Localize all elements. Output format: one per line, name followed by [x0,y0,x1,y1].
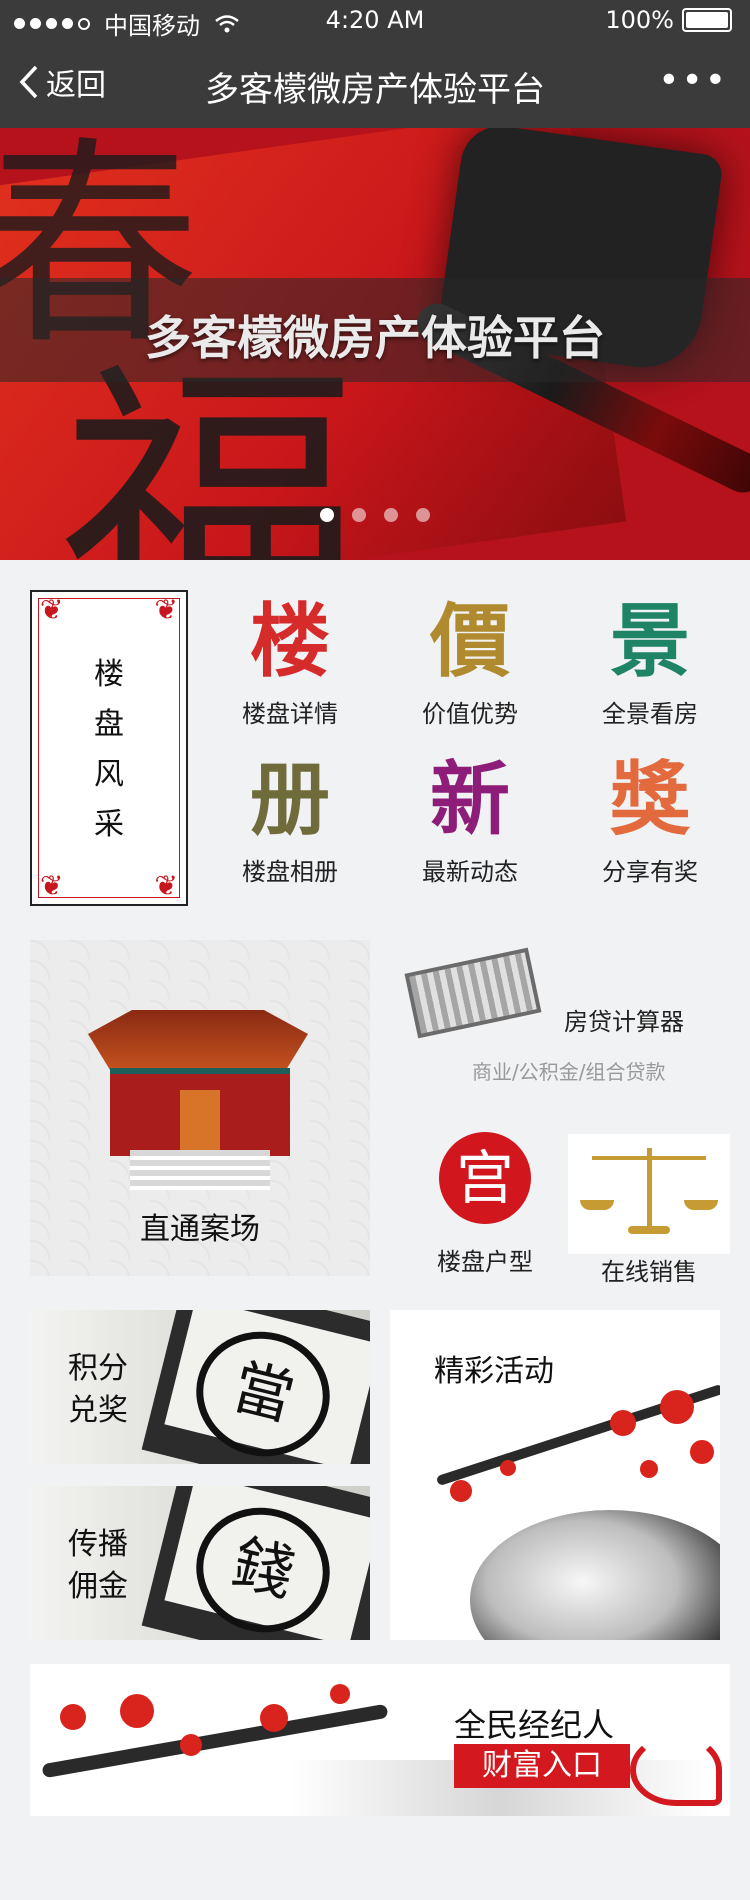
feature-label: 楼盘相册 [242,858,338,886]
feature-value-advantage[interactable]: 價 价值优势 [380,596,560,729]
feature-label: 最新动态 [422,858,518,886]
plum-blossom-icon [120,1694,154,1728]
status-left: 中国移动 [14,6,240,41]
online-sales-label: 在线销售 [601,1258,697,1286]
online-sales-tile[interactable]: 在线销售 [568,1134,730,1286]
calculator-subtitle: 商业/公积金/组合贷款 [472,1060,666,1084]
feature-label: 分享有奖 [602,858,698,886]
referral-banner[interactable]: 全民经纪人 财富入口 [30,1664,730,1816]
events-tile[interactable]: 精彩活动 [390,1310,720,1640]
back-label: 返回 [46,68,106,103]
showcase-char: 风 [94,757,124,792]
temple-roof [88,1010,308,1070]
panorama-seal-icon: 景 [610,594,690,688]
temple-steps [130,1150,270,1190]
reward-seal-icon: 獎 [610,752,690,846]
pager-dot[interactable] [384,508,398,522]
showcase-char: 盘 [94,707,124,742]
banner-caption-strip [0,278,750,382]
property-seal-icon: 楼 [250,594,330,688]
direct-to-site-tile[interactable]: 直通案场 [30,940,370,1276]
album-seal-icon: 册 [250,752,330,846]
property-showcase-card[interactable]: ❦ ❦ ❦ ❦ 楼 盘 风 采 [30,590,188,906]
status-bar: 中国移动 4:20 AM 100% [0,0,750,40]
plum-blossom-icon [260,1704,288,1732]
plum-blossom-icon [450,1480,472,1502]
showcase-char: 楼 [94,657,124,692]
card-border [38,598,180,898]
plum-blossom-icon [640,1460,658,1478]
battery-percent: 100% [605,6,674,34]
feature-label: 楼盘详情 [242,700,338,728]
feature-share-reward[interactable]: 獎 分享有奖 [560,754,740,887]
plum-blossom-icon [500,1460,516,1476]
scales-icon [568,1134,730,1254]
signal-icon [14,17,90,30]
wifi-icon [215,14,239,32]
battery-icon [682,8,732,32]
feature-label: 价值优势 [422,700,518,728]
points-label-line: 积分 [68,1351,128,1386]
plum-blossom-icon [610,1410,636,1436]
clock: 4:20 AM [325,6,425,34]
pager-dot[interactable] [416,508,430,522]
back-button[interactable]: 返回 [18,60,106,104]
events-label: 精彩活动 [434,1354,554,1389]
value-seal-icon: 價 [430,594,510,688]
showcase-char: 采 [94,807,124,842]
points-label-line: 兑奖 [68,1393,128,1428]
banner-pager [0,508,750,522]
red-seal-icon: 宫 [439,1132,531,1224]
status-right: 100% [605,6,732,34]
commission-label-line: 传播 [68,1527,128,1562]
mortgage-calculator-tile[interactable]: 房贷计算器 商业/公积金/组合贷款 [404,947,740,1090]
chevron-left-icon [19,65,38,99]
floor-plan-tile[interactable]: 宫 楼盘户型 [410,1132,560,1276]
commission-label-line: 佣金 [68,1569,128,1604]
ink-mountain-image [470,1510,720,1640]
nav-bar: 返回 多客檬微房产体验平台 ••• [0,40,750,128]
auspicious-cloud-icon [630,1734,722,1806]
pager-dot-active[interactable] [320,508,334,522]
plum-blossom-icon [330,1684,350,1704]
feature-panorama[interactable]: 景 全景看房 [560,596,740,729]
corner-ornament-icon: ❦ [40,593,64,626]
feature-news[interactable]: 新 最新动态 [380,754,560,887]
points-redeem-tile[interactable]: 當 积分 兑奖 [30,1310,370,1464]
plum-blossom-icon [660,1390,694,1424]
points-label: 积分 兑奖 [68,1348,128,1432]
floor-plan-label: 楼盘户型 [437,1248,533,1276]
corner-ornament-icon: ❦ [154,593,178,626]
referral-title: 全民经纪人 [454,1706,615,1744]
feature-property-details[interactable]: 楼 楼盘详情 [200,596,380,729]
commission-tile[interactable]: 錢 传播 佣金 [30,1486,370,1640]
news-seal-icon: 新 [430,752,510,846]
banner-carousel[interactable]: 春 福 多客檬微房产体验平台 [0,128,750,560]
banner-caption: 多客檬微房产体验平台 [145,311,605,365]
carrier-label: 中国移动 [104,12,200,40]
corner-ornament-icon: ❦ [40,869,64,902]
commission-label: 传播 佣金 [68,1524,128,1608]
corner-ornament-icon: ❦ [154,869,178,902]
plum-blossom-icon [180,1734,202,1756]
plum-blossom-icon [60,1704,86,1730]
pager-dot[interactable] [352,508,366,522]
abacus-icon [404,947,542,1039]
page-title: 多客檬微房产体验平台 [205,70,545,110]
more-menu-icon[interactable]: ••• [658,60,728,101]
showcase-label: 楼 盘 风 采 [32,650,186,850]
calculator-title: 房贷计算器 [564,1008,684,1036]
feature-label: 全景看房 [602,700,698,728]
direct-to-site-label: 直通案场 [140,1212,260,1247]
temple-door [180,1090,220,1150]
feature-album[interactable]: 册 楼盘相册 [200,754,380,887]
wealth-entry-button[interactable]: 财富入口 [454,1744,630,1788]
plum-blossom-icon [690,1440,714,1464]
